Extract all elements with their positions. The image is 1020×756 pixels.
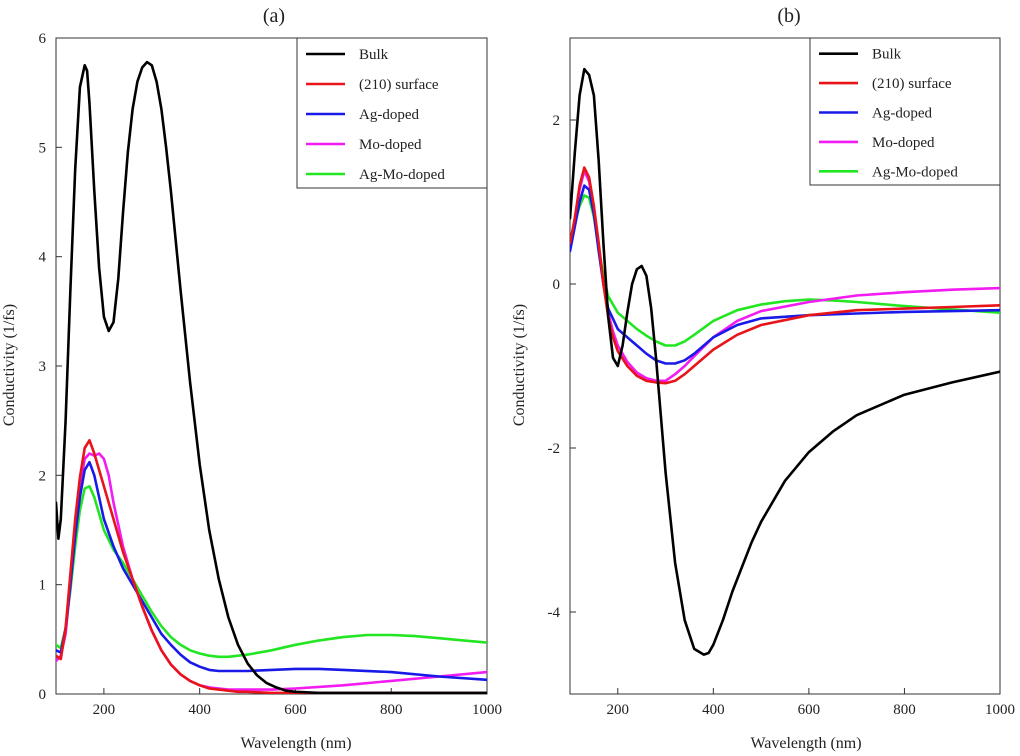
panel-a-x-tick-label: 800 — [380, 702, 403, 718]
panel-b-series-line-bulk — [570, 67, 1000, 656]
panel-a-legend-label-mo-doped: Mo-doped — [359, 137, 422, 153]
panel-a-xlabel: Wavelength (nm) — [240, 735, 351, 752]
panel-a-y-tick-label: 5 — [39, 140, 47, 156]
panel-a-legend: Bulk (210) surface Ag-doped Mo-doped Ag-Mo-d… — [296, 37, 488, 189]
panel-b-x-tick-label: 600 — [798, 702, 821, 718]
panel-b-legend-label-bulk: Bulk — [872, 47, 902, 63]
panel-a-x-tick-label: 1000 — [472, 702, 502, 718]
panel-b-y-tick-label: -4 — [548, 605, 561, 621]
panel-a-legend-label-bulk: Bulk — [359, 47, 389, 63]
panel-b-series-line-210-surface — [570, 166, 1000, 385]
panel-a-legend-label-ag-mo-doped: Ag-Mo-doped — [359, 167, 445, 183]
panel-a-series-group — [56, 60, 487, 694]
panel-b-legend-label-210-surface: (210) surface — [872, 76, 952, 92]
panel-a-series-line-ag-mo-doped — [56, 484, 487, 659]
panel-b-x-tick-label: 400 — [702, 702, 725, 718]
panel-a: (a) Wavelength (nm) Conductivity (1/fs) … — [1, 5, 502, 752]
panel-a-legend-label-ag-doped: Ag-doped — [359, 107, 419, 123]
panel-a-legend-label-210-surface: (210) surface — [359, 77, 439, 93]
panel-b-plot-frame — [569, 37, 1001, 695]
panel-a-label: (a) — [263, 5, 285, 27]
panel-b-legend-label-ag-mo-doped: Ag-Mo-doped — [872, 164, 958, 180]
panel-b-y-tick-label: -2 — [548, 441, 561, 457]
panel-a-y-tick-label: 3 — [39, 359, 47, 375]
panel-a-y-tick-label: 2 — [39, 468, 47, 484]
panel-a-x-tick-label: 200 — [93, 702, 116, 718]
panel-a-y-tick-label: 1 — [39, 578, 47, 594]
panel-b-ylabel: Conductivity (1/fs) — [511, 304, 528, 426]
panel-a-x-tick-label: 400 — [188, 702, 211, 718]
panel-b-y-tick-label: 0 — [553, 277, 561, 293]
panel-b-legend-label-mo-doped: Mo-doped — [872, 135, 935, 151]
panel-b-x-tick-label: 200 — [607, 702, 630, 718]
panel-a-ylabel: Conductivity (1/fs) — [1, 304, 18, 426]
panel-a-series-line-210-surface — [56, 438, 487, 694]
panel-a-series-line-bulk — [56, 60, 487, 694]
panel-a-y-tick-label: 6 — [39, 31, 47, 47]
panel-b-series-group — [570, 67, 1000, 656]
panel-b-legend: Bulk (210) surface Ag-doped Mo-doped Ag-Mo-d… — [809, 37, 1001, 186]
panel-a-y-tick-label: 4 — [39, 250, 47, 266]
panel-b-series-line-ag-mo-doped — [570, 194, 1000, 347]
panel-b-y-tick-label: 2 — [553, 113, 561, 129]
panel-a-series-line-mo-doped — [56, 452, 487, 691]
panel-b-label: (b) — [777, 5, 800, 27]
panel-a-y-tick-label: 0 — [39, 687, 47, 703]
panel-b: (b) Wavelength (nm) Conductivity (1/fs) … — [511, 5, 1015, 752]
panel-b-x-tick-label: 1000 — [985, 702, 1015, 718]
panel-b-xlabel: Wavelength (nm) — [750, 735, 861, 752]
panel-b-x-tick-label: 800 — [893, 702, 916, 718]
panel-a-series-line-ag-doped — [56, 460, 487, 682]
panel-a-x-tick-label: 600 — [284, 702, 307, 718]
panel-b-legend-label-ag-doped: Ag-doped — [872, 106, 932, 122]
